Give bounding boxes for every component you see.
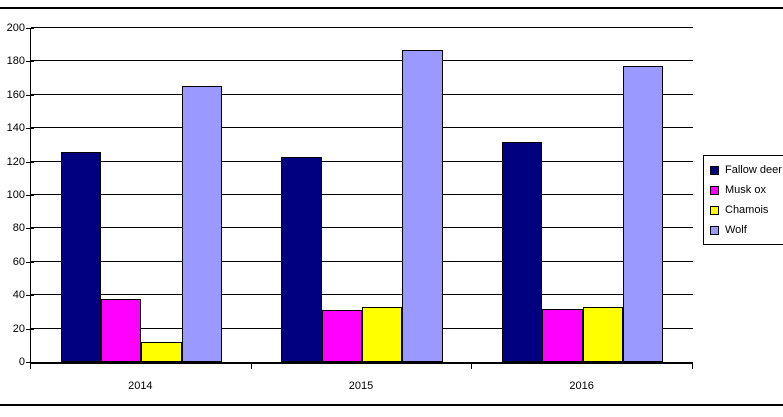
chart-frame-top-border <box>0 7 783 9</box>
bar-wolf-2016 <box>622 66 664 362</box>
y-axis-tick-label: 60 <box>12 255 25 268</box>
plot-area <box>30 27 693 364</box>
y-axis-tick-label: 200 <box>6 22 25 34</box>
y-axis-tick <box>26 128 34 130</box>
y-axis-tick <box>26 362 34 363</box>
x-axis-tick <box>692 364 693 369</box>
legend-swatch-wolf <box>710 225 719 235</box>
legend-swatch-fallow-deer <box>710 165 719 175</box>
y-axis-tick <box>26 94 34 96</box>
y-axis-tick-label: 120 <box>6 155 25 168</box>
chart-frame-bottom-border <box>0 404 783 406</box>
legend-label: Musk ox <box>725 184 766 196</box>
x-axis-category-label: 2016 <box>569 380 594 392</box>
x-axis-category-label: 2014 <box>128 380 153 392</box>
legend-label: Fallow deer <box>725 164 782 176</box>
x-axis-tick <box>250 364 252 369</box>
bar-musk-ox-2014 <box>101 298 142 362</box>
bar-wolf-2015 <box>402 49 443 362</box>
y-axis-tick-label: 140 <box>6 122 25 135</box>
y-axis-tick-label: 40 <box>12 289 25 302</box>
bar-musk-ox-2016 <box>542 308 583 362</box>
legend-item-wolf: Wolf <box>710 220 783 240</box>
x-axis-tick <box>30 364 31 369</box>
gridline <box>31 260 693 262</box>
y-axis-tick <box>26 28 34 29</box>
y-axis-tick <box>26 295 34 297</box>
x-axis-tick <box>471 364 473 369</box>
bar-chamois-2014 <box>141 341 182 362</box>
legend-item-musk-ox: Musk ox <box>710 180 783 200</box>
y-axis-tick <box>26 195 34 196</box>
legend: Fallow deer Musk ox Chamois Wolf <box>703 155 783 245</box>
bar-fallow-deer-2016 <box>502 141 543 362</box>
bar-chamois-2016 <box>582 306 623 362</box>
gridline <box>31 160 693 162</box>
y-axis-tick-label: 180 <box>6 55 25 68</box>
legend-swatch-musk-ox <box>710 185 719 195</box>
y-axis-tick <box>26 61 34 63</box>
bar-musk-ox-2015 <box>321 310 362 362</box>
legend-item-chamois: Chamois <box>710 200 783 220</box>
legend-swatch-chamois <box>710 205 719 215</box>
bar-fallow-deer-2015 <box>281 156 322 362</box>
bar-fallow-deer-2014 <box>60 151 102 362</box>
y-axis-tick-label: 100 <box>6 189 25 201</box>
bar-wolf-2014 <box>181 86 222 362</box>
legend-label: Wolf <box>725 224 747 236</box>
legend-item-fallow-deer: Fallow deer <box>710 160 783 180</box>
bar-chamois-2015 <box>362 306 403 362</box>
y-axis-tick <box>26 228 34 230</box>
gridline <box>31 27 693 28</box>
x-axis-category-label: 2015 <box>348 380 374 392</box>
gridline <box>31 194 693 195</box>
gridline <box>31 93 693 95</box>
y-axis-tick <box>26 261 34 263</box>
y-axis-tick <box>26 161 34 163</box>
gridline <box>31 227 693 229</box>
y-axis-tick-label: 160 <box>6 88 25 101</box>
y-axis-tick-label: 80 <box>12 222 25 235</box>
gridline <box>31 60 693 62</box>
gridline <box>31 294 693 296</box>
y-axis-tick <box>26 328 34 330</box>
y-axis-tick-label: 20 <box>12 322 25 335</box>
legend-label: Chamois <box>725 204 769 216</box>
y-axis-tick-label: 0 <box>18 356 25 368</box>
gridline <box>31 127 693 129</box>
